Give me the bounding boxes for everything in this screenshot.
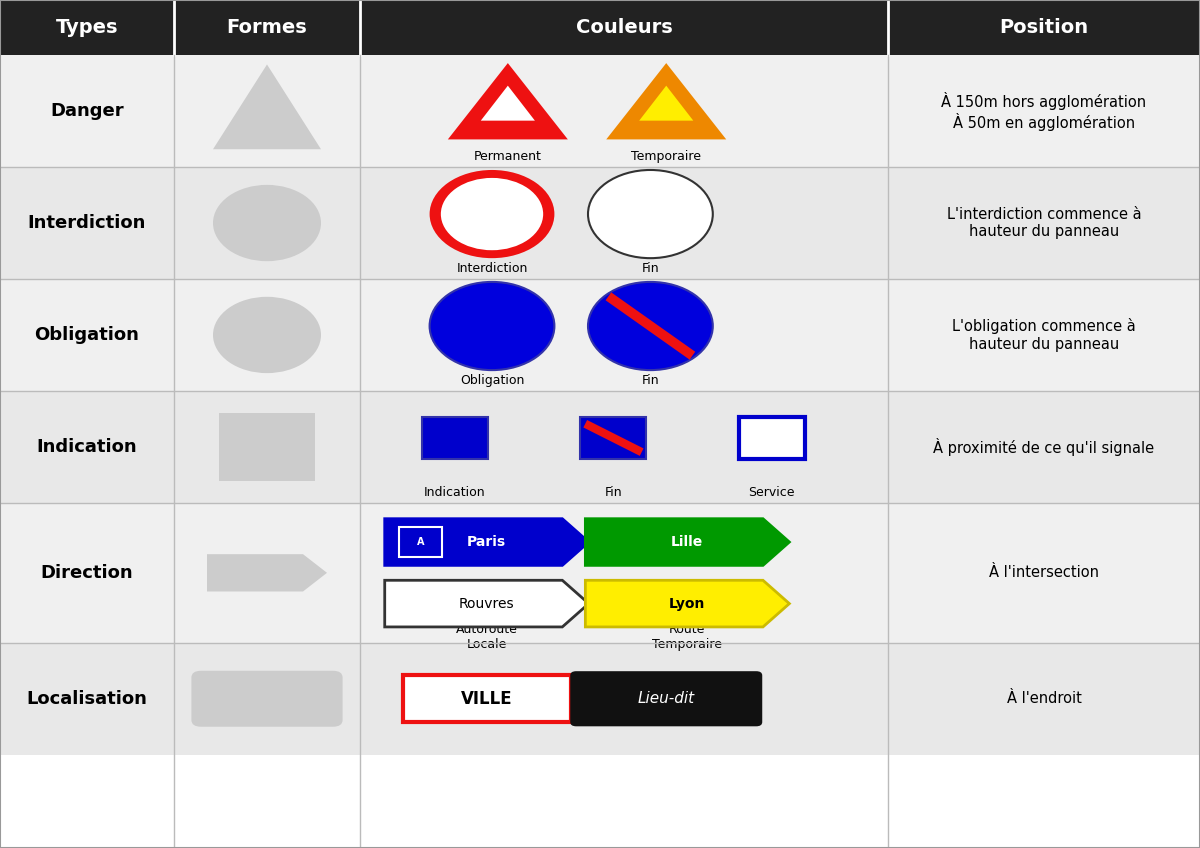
Text: Indication: Indication — [425, 486, 486, 499]
Bar — [581, 417, 647, 459]
Text: Indication: Indication — [37, 438, 137, 456]
Bar — [0, 279, 1200, 391]
Circle shape — [430, 282, 554, 370]
Text: Fin: Fin — [605, 486, 623, 499]
Bar — [174, 0, 360, 55]
Text: Locale: Locale — [467, 638, 506, 650]
FancyBboxPatch shape — [570, 672, 762, 726]
Text: Types: Types — [55, 18, 119, 37]
Bar — [888, 0, 1200, 55]
Bar — [0, 167, 1200, 279]
Bar — [0, 391, 1200, 503]
Bar — [360, 0, 888, 55]
Circle shape — [440, 178, 544, 250]
Text: Temporaire: Temporaire — [653, 638, 722, 650]
Text: VILLE: VILLE — [461, 689, 512, 708]
Text: À 150m hors agglomération
À 50m en agglomération: À 150m hors agglomération À 50m en agglo… — [942, 92, 1146, 131]
Text: Interdiction: Interdiction — [28, 214, 146, 232]
Polygon shape — [586, 519, 790, 566]
Text: Service: Service — [749, 486, 796, 499]
Circle shape — [430, 282, 554, 370]
Text: Lille: Lille — [671, 535, 703, 549]
Text: Fin: Fin — [642, 262, 659, 276]
Text: À l'intersection: À l'intersection — [989, 566, 1099, 580]
Circle shape — [588, 282, 713, 370]
Text: Obligation: Obligation — [460, 374, 524, 388]
Text: Localisation: Localisation — [26, 689, 148, 708]
Polygon shape — [385, 580, 589, 627]
Bar — [0, 503, 1200, 643]
Text: Lieu-dit: Lieu-dit — [637, 691, 695, 706]
Polygon shape — [385, 519, 589, 566]
Polygon shape — [481, 86, 535, 120]
Bar — [422, 417, 488, 459]
Bar — [0, 0, 174, 55]
Bar — [218, 413, 314, 481]
Bar — [0, 55, 1200, 167]
Text: Danger: Danger — [50, 102, 124, 120]
Circle shape — [430, 170, 554, 258]
Text: Interdiction: Interdiction — [456, 262, 528, 276]
Text: Direction: Direction — [41, 564, 133, 582]
Text: Formes: Formes — [227, 18, 307, 37]
Bar — [400, 527, 443, 557]
Text: Couleurs: Couleurs — [576, 18, 672, 37]
Polygon shape — [606, 63, 726, 139]
Polygon shape — [214, 64, 320, 149]
Circle shape — [212, 297, 320, 373]
Polygon shape — [586, 580, 790, 627]
Polygon shape — [206, 555, 326, 592]
Bar — [403, 675, 571, 722]
Bar — [739, 417, 805, 459]
Text: Permanent: Permanent — [474, 150, 541, 164]
Circle shape — [212, 185, 320, 261]
Text: L'interdiction commence à
hauteur du panneau: L'interdiction commence à hauteur du pan… — [947, 207, 1141, 239]
Bar — [0, 643, 1200, 755]
Text: Temporaire: Temporaire — [631, 150, 701, 164]
Text: Position: Position — [1000, 18, 1088, 37]
Polygon shape — [640, 86, 694, 120]
Text: Route: Route — [670, 622, 706, 636]
Text: Paris: Paris — [467, 535, 506, 549]
Text: A: A — [416, 537, 425, 547]
Text: Obligation: Obligation — [35, 326, 139, 344]
Circle shape — [588, 170, 713, 258]
Polygon shape — [448, 63, 568, 139]
Text: À proximité de ce qu'il signale: À proximité de ce qu'il signale — [934, 438, 1154, 456]
Text: Rouvres: Rouvres — [458, 597, 515, 611]
Text: Lyon: Lyon — [670, 597, 706, 611]
Text: Autoroute: Autoroute — [456, 622, 517, 636]
Text: À l'endroit: À l'endroit — [1007, 691, 1081, 706]
Text: Fin: Fin — [642, 374, 659, 388]
Text: L'obligation commence à
hauteur du panneau: L'obligation commence à hauteur du panne… — [952, 318, 1136, 352]
FancyBboxPatch shape — [192, 671, 343, 727]
